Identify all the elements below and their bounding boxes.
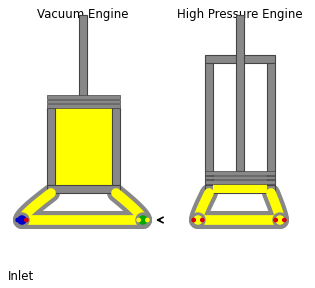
- Text: Inlet: Inlet: [8, 270, 34, 283]
- Bar: [205, 63, 213, 185]
- Circle shape: [194, 216, 202, 224]
- Circle shape: [192, 218, 195, 222]
- Circle shape: [201, 218, 204, 222]
- Circle shape: [139, 216, 147, 224]
- Circle shape: [16, 218, 19, 222]
- Circle shape: [276, 216, 284, 224]
- Bar: [205, 180, 275, 183]
- Circle shape: [273, 213, 287, 227]
- Bar: [47, 108, 55, 185]
- Bar: [47, 104, 120, 107]
- Circle shape: [274, 218, 277, 222]
- Bar: [205, 185, 275, 193]
- Text: Vacuum Engine: Vacuum Engine: [37, 8, 129, 21]
- Bar: [236, 15, 244, 171]
- Bar: [55, 108, 112, 185]
- Bar: [205, 171, 275, 175]
- Circle shape: [283, 218, 286, 222]
- Circle shape: [137, 218, 140, 222]
- Circle shape: [15, 213, 29, 227]
- Bar: [213, 63, 267, 185]
- Bar: [47, 95, 120, 98]
- Bar: [205, 175, 275, 179]
- Circle shape: [136, 213, 150, 227]
- Bar: [213, 183, 267, 193]
- Circle shape: [18, 216, 26, 224]
- Text: High Pressure Engine: High Pressure Engine: [177, 8, 303, 21]
- Circle shape: [146, 218, 149, 222]
- Bar: [267, 63, 275, 185]
- Circle shape: [25, 218, 28, 222]
- Bar: [205, 55, 275, 63]
- Circle shape: [191, 213, 205, 227]
- Bar: [79, 15, 87, 98]
- Bar: [47, 99, 120, 103]
- Bar: [47, 185, 120, 193]
- Bar: [112, 108, 120, 185]
